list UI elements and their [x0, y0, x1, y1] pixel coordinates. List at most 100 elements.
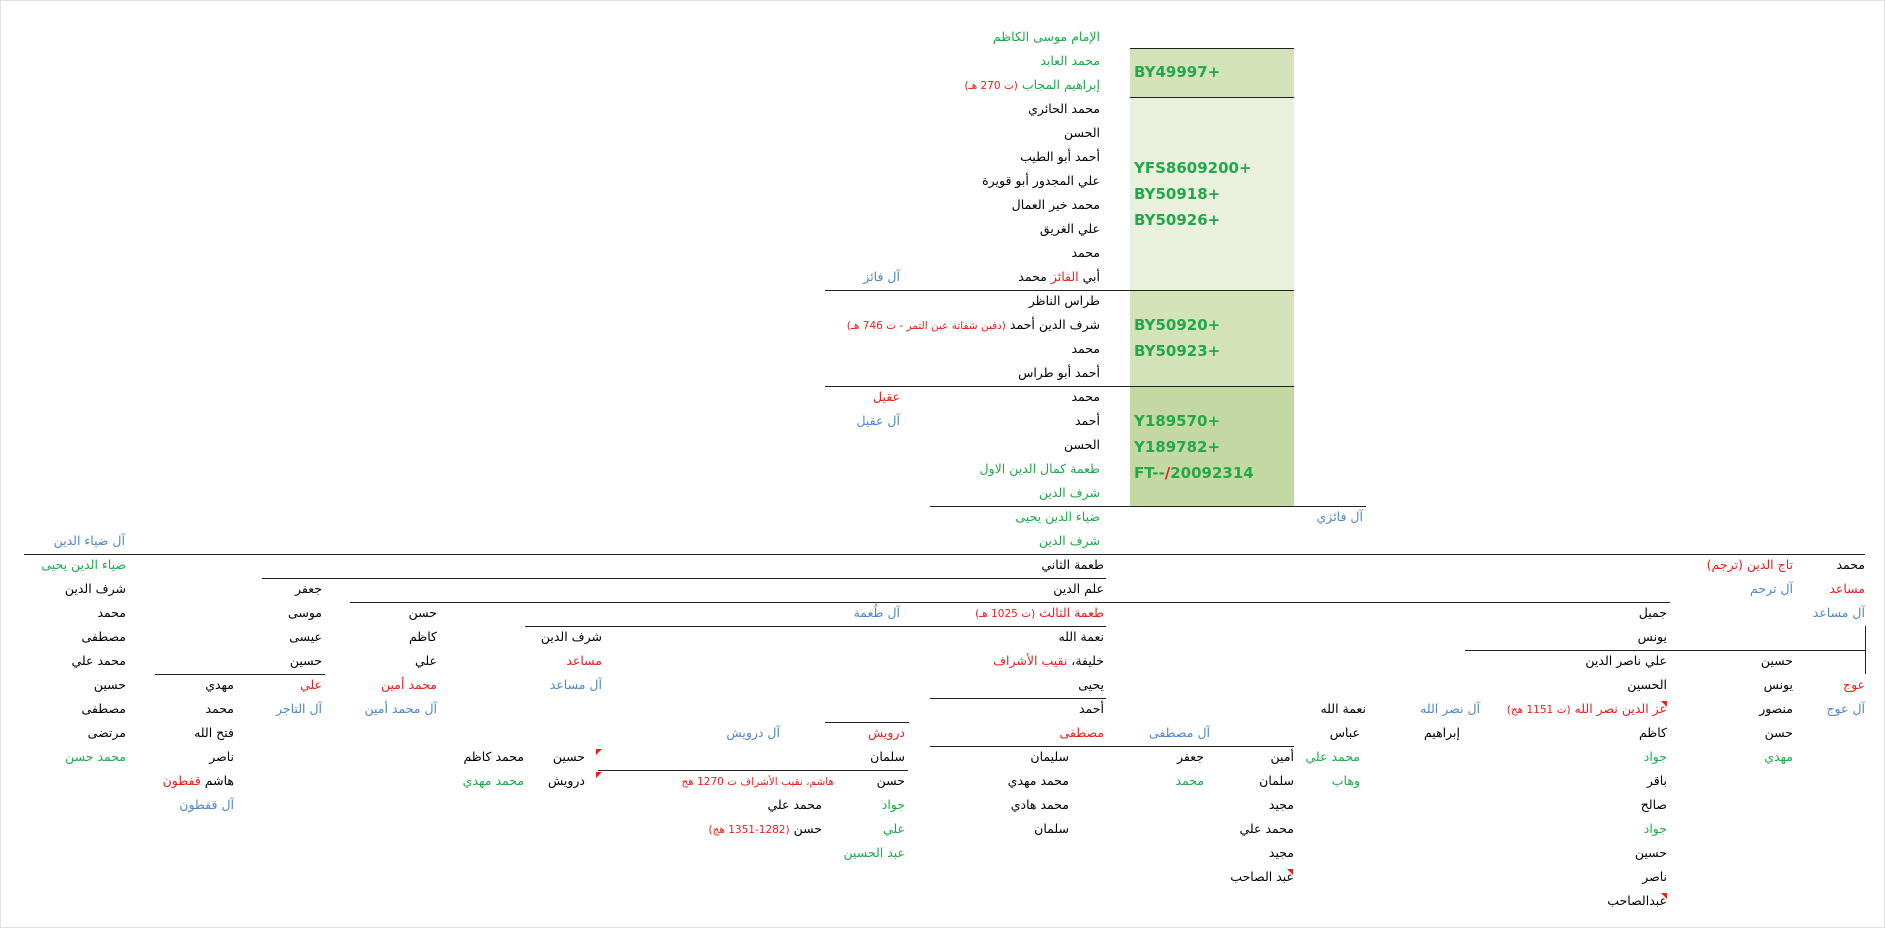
name-cell: أحمد أبو الطيب	[1020, 149, 1100, 164]
name-cell: حسن	[1764, 725, 1793, 740]
name-cell: الإمام موسى الكاظم	[992, 29, 1100, 44]
name-cell: أحمد	[1079, 701, 1104, 716]
name-cell: محمد	[1175, 773, 1204, 788]
name-cell: جميل	[1638, 605, 1667, 620]
haplogroup-label: BY50923+	[1134, 342, 1221, 360]
date-note: (ت 1151 هج)	[1506, 704, 1571, 716]
name-cell: محمد هادي	[1010, 797, 1069, 812]
name-cell: عز الدين نصر الله (ت 1151 هج)	[1507, 701, 1667, 718]
name-cell: فتح الله	[194, 725, 234, 740]
name-cell: شرف الدين	[1038, 533, 1100, 548]
rule	[930, 698, 1106, 699]
name-cell: محمد حسن	[65, 749, 126, 764]
name-cell: نعمة الله	[1058, 629, 1104, 644]
date-note: (دفين شفاثة عين التمر - ت 746 هـ)	[846, 320, 1006, 332]
name-cell: أبي الفائز محمد	[1018, 269, 1100, 285]
name-cell: ضياء الدين يحيى	[1015, 509, 1100, 524]
name-cell: شرف الدين	[1038, 485, 1100, 500]
name-cell: طعمة الثاني	[1041, 557, 1104, 572]
name-cell: عبدالصاحب	[1607, 893, 1667, 908]
name-cell: محمد علي	[767, 797, 822, 812]
name-cell: عباس	[1329, 725, 1360, 740]
name-text: الفائز	[1050, 269, 1079, 284]
name-cell: أحمد أبو طراس	[1018, 365, 1100, 380]
family-label: آل طُعمة	[853, 605, 900, 620]
comment-marker	[596, 749, 602, 755]
haplogroup-label: FT--/20092314	[1134, 465, 1254, 481]
name-text: خليفة،	[1071, 653, 1104, 668]
haplo-band-3	[1130, 290, 1294, 386]
name-cell: محمد	[205, 701, 234, 716]
name-cell: وهاب	[1331, 773, 1360, 788]
family-label: آل مساعد	[1812, 605, 1865, 620]
name-cell: طراس الناظر	[1028, 293, 1100, 308]
family-label: آل عقيل	[856, 413, 900, 428]
comment-marker	[1661, 893, 1667, 899]
name-cell: مجيد	[1268, 797, 1294, 812]
name-cell: جعفر	[1177, 749, 1204, 764]
name-cell: درويش	[867, 725, 905, 740]
name-cell: علي	[299, 677, 322, 692]
haplo-slash: /	[1164, 464, 1171, 482]
name-cell: حسن	[408, 605, 437, 620]
name-cell: حسين	[1760, 653, 1793, 668]
haplo-band-4	[1130, 386, 1294, 506]
name-cell: علي ناصر الدين	[1585, 653, 1667, 668]
rule	[825, 722, 909, 723]
name-cell: محمد	[1071, 245, 1100, 260]
name-cell: سلمان	[870, 749, 905, 764]
name-cell: مصطفى	[81, 629, 126, 644]
name-text: أبي	[1082, 269, 1100, 284]
rule	[1130, 97, 1294, 98]
name-cell: حسين	[93, 677, 126, 692]
name-cell: هاشم قفطون	[163, 773, 234, 789]
name-cell: سلمان	[1034, 821, 1069, 836]
date-note: (ت 270 هـ)	[964, 80, 1018, 92]
rule	[825, 386, 1294, 387]
rule	[930, 506, 1366, 507]
name-cell: حسين	[552, 749, 585, 764]
name-cell: محمد خير العمال	[1011, 197, 1100, 212]
date-note: (ت 1025 هـ)	[975, 608, 1036, 620]
rule	[1865, 626, 1866, 674]
name-cell: يونس	[1637, 629, 1667, 644]
family-label: آل عوج	[1826, 701, 1865, 716]
name-cell: محمد علي	[1305, 749, 1360, 764]
name-cell: منصور	[1759, 701, 1793, 716]
name-text: طعمة الثالث	[1039, 605, 1104, 620]
name-cell: حسين	[289, 653, 322, 668]
family-label: آل فائز	[863, 269, 900, 284]
name-cell: شرف الدين أحمد (دفين شفاثة عين التمر - ت…	[847, 317, 1100, 334]
name-cell: صالح	[1640, 797, 1667, 812]
name-cell: محمد الحائري	[1028, 101, 1100, 116]
haplogroup-label: BY49997+	[1134, 63, 1221, 81]
family-label: آل محمد أمين	[364, 701, 437, 716]
name-cell: يحيى	[1078, 677, 1104, 692]
name-cell: أمين	[1270, 749, 1294, 764]
name-cell: محمد	[1071, 389, 1100, 404]
name-cell: باقر	[1646, 773, 1667, 788]
name-cell: محمد كاظم	[463, 749, 524, 764]
family-label: آل مساعد	[549, 677, 602, 692]
family-label: آل ترجم	[1750, 581, 1793, 596]
name-cell: درويش	[547, 773, 585, 788]
name-cell: كاظم	[408, 629, 437, 644]
name-cell: ضياء الدين يحيى	[41, 557, 126, 572]
haplo-band-1	[1130, 48, 1294, 97]
family-label: آل ضياء الدين	[53, 533, 125, 548]
family-label: آل مصطفى	[1148, 725, 1210, 740]
haplogroup-label: YFS8609200+	[1134, 159, 1252, 177]
name-cell: كاظم	[1638, 725, 1667, 740]
name-cell: عبد الحسين	[843, 845, 905, 860]
name-cell: محمد مهدي	[1007, 773, 1069, 788]
family-label: آل فائزي	[1316, 509, 1363, 524]
name-cell: محمد	[97, 605, 126, 620]
rule	[598, 770, 908, 771]
name-cell: جواد	[1643, 749, 1667, 764]
name-cell: عوج	[1843, 677, 1865, 692]
name-cell: موسى	[287, 605, 322, 620]
name-cell: إبراهيم	[1423, 725, 1460, 740]
name-cell: مساعد	[1829, 581, 1865, 596]
